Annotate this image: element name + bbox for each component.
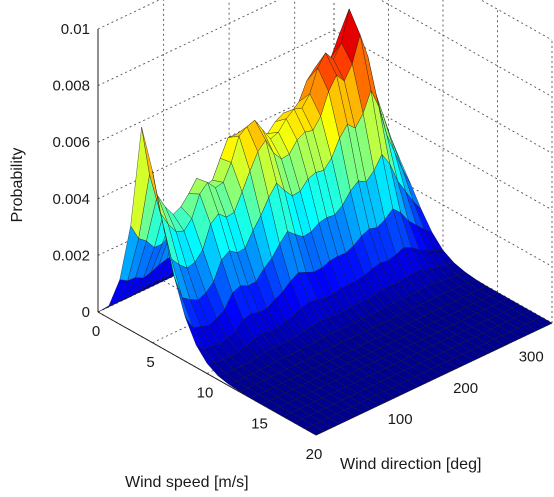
z-tick-label-0: 0 <box>82 304 90 321</box>
surface-patch-0-0 <box>97 302 117 313</box>
grid-line-back-wall-3 <box>333 29 553 154</box>
grid-line-left-wall-5 <box>97 0 161 30</box>
z-tick-label-2: 0.004 <box>52 191 90 208</box>
grid-line-left-wall-4 <box>97 0 280 87</box>
z-tick-label-5: 0.01 <box>61 21 90 38</box>
grid-line-left-wall-2 <box>97 86 335 200</box>
z-axis-label: Probability <box>9 148 26 223</box>
x-tick-label-2: 10 <box>197 385 214 402</box>
z-tick-label-1: 0.002 <box>52 247 90 264</box>
x-tick-label-3: 15 <box>251 415 268 432</box>
surface-patch-0-19 <box>304 424 325 436</box>
z-tick-label-3: 0.006 <box>52 134 90 151</box>
y-tick-label-2: 300 <box>519 349 544 366</box>
x-tick-label-4: 20 <box>306 446 323 463</box>
grid-line-left-wall-3 <box>97 29 335 143</box>
z-tick-label-4: 0.008 <box>52 78 90 95</box>
x-tick-label-0: 0 <box>92 323 100 340</box>
surface-layer <box>97 8 553 436</box>
x-axis-label: Wind speed [m/s] <box>125 474 249 491</box>
y-tick-label-1: 200 <box>453 380 478 397</box>
x-tick-label-1: 5 <box>146 354 154 371</box>
y-tick-label-0: 100 <box>388 411 413 428</box>
y-axis-label: Wind direction [deg] <box>340 456 481 473</box>
tick-layer: 0 0.002 0.004 0.006 0.008 0.01 0 5 10 15 20 100 200 3… <box>52 21 543 463</box>
